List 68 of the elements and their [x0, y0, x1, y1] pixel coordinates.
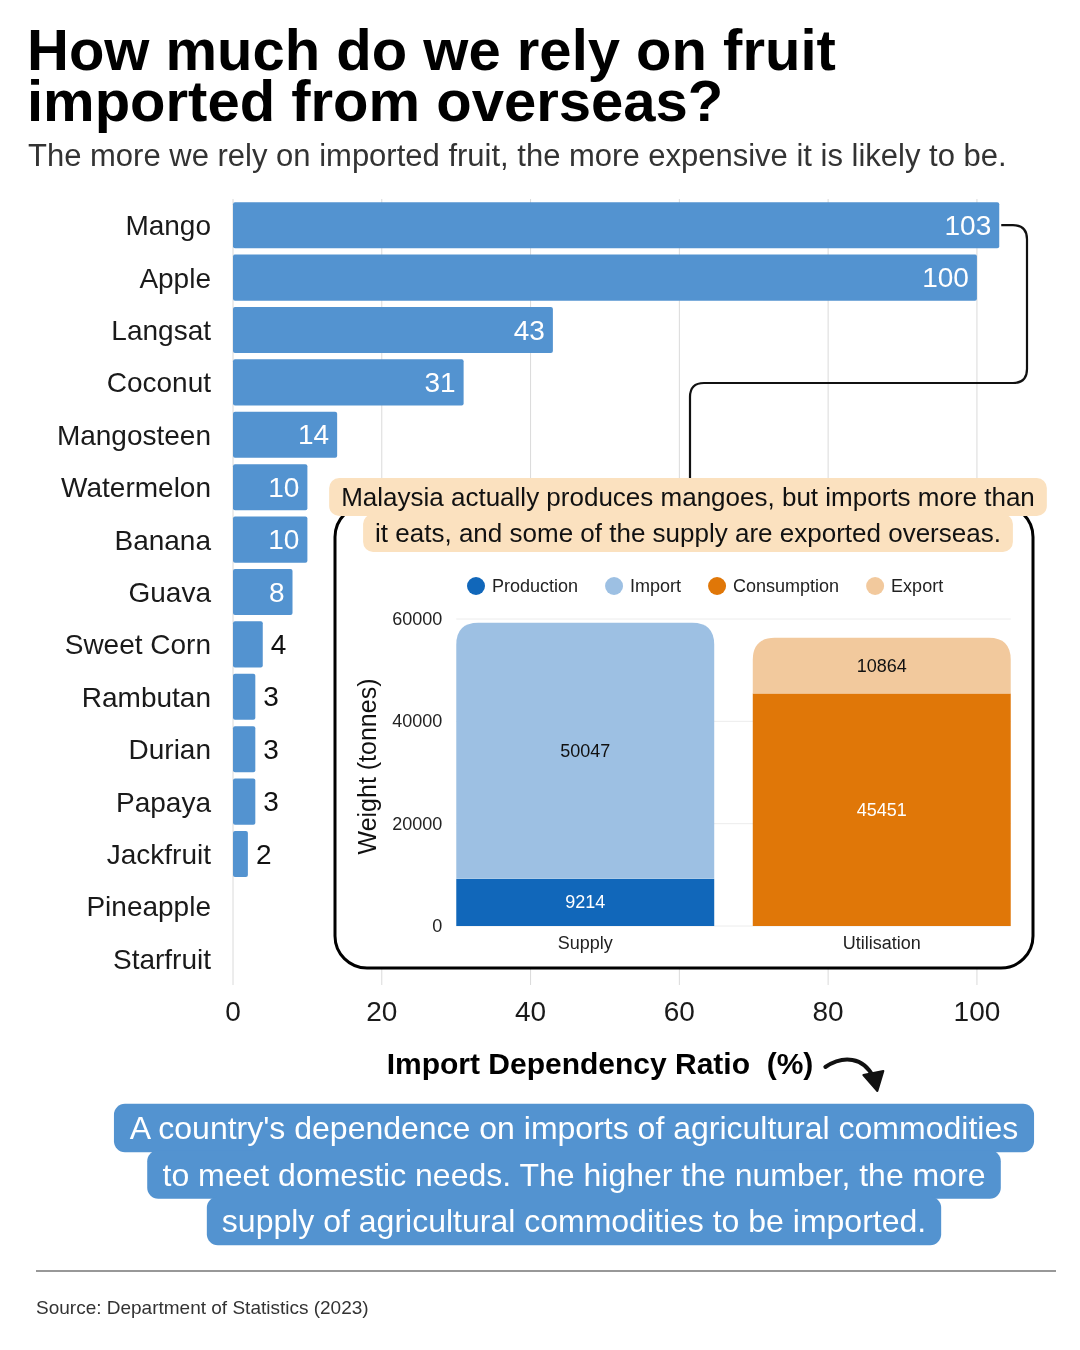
bar — [233, 673, 256, 720]
chart-title: How much do we rely on fruit imported from overseas? — [27, 17, 836, 133]
y-tick-label: Rambutan — [81, 681, 211, 713]
legend-label: Consumption — [733, 576, 840, 596]
y-tick-label: Langsat — [111, 314, 212, 346]
bar — [233, 830, 248, 878]
data-label: 2 — [255, 838, 272, 870]
x-tick-label: 80 — [812, 995, 844, 1027]
x-tick-label: 100 — [953, 995, 1001, 1027]
y-tick-label: 60000 — [392, 609, 443, 629]
y-tick-label: Sweet Corn — [64, 628, 211, 660]
data-label: 3 — [263, 733, 279, 765]
y-tick-label: 0 — [432, 916, 443, 936]
y-tick-label: Watermelon — [61, 471, 211, 503]
data-label: 3 — [263, 681, 279, 713]
x-axis-title: Import Dependency Ratio (%) — [386, 1046, 814, 1080]
bar — [233, 568, 293, 616]
bar — [233, 306, 553, 354]
chart-title: Malaysia actually produces mangoes, but imports more than it eats, and some of the supply are exported overseas. — [341, 482, 1035, 548]
data-label: 50047 — [560, 740, 611, 761]
bar — [233, 411, 338, 458]
data-label: 10 — [268, 524, 300, 556]
y-tick-label: 20000 — [392, 813, 443, 834]
legend-label: Export — [891, 576, 944, 596]
bar — [233, 778, 256, 825]
bar — [233, 359, 464, 406]
y-tick-label: Banana — [114, 524, 212, 556]
data-label: 8 — [268, 576, 285, 608]
data-label: 9214 — [565, 892, 606, 913]
y-tick-label: Starfruit — [112, 943, 212, 975]
bar — [233, 516, 308, 563]
x-tick-label: 40 — [514, 995, 547, 1027]
data-label: 14 — [297, 419, 330, 451]
y-tick-label: Mango — [125, 209, 211, 241]
y-tick-label: Mangosteen — [56, 419, 211, 451]
x-tick-label: 0 — [225, 995, 241, 1027]
data-label: 10864 — [856, 655, 907, 676]
y-axis-title: Weight (tonnes) — [353, 678, 381, 855]
y-tick-label: Coconut — [106, 366, 212, 398]
y-tick-label: Papaya — [116, 786, 212, 818]
x-tick-label: 60 — [663, 995, 695, 1027]
bar — [233, 726, 256, 773]
y-tick-label: Apple — [139, 262, 211, 294]
data-label: 103 — [944, 209, 992, 241]
y-tick-label: 40000 — [392, 711, 443, 732]
data-label: 31 — [424, 366, 456, 398]
data-label: 43 — [513, 314, 545, 346]
bar — [233, 202, 1000, 249]
y-tick-label: Pineapple — [86, 890, 211, 922]
text: A country's dependence on imports of agricultural commodities to meet domestic needs. The higher the number, the more supply of agricultural commodities to be imported. — [129, 1110, 1019, 1239]
chart-subtitle: The more we rely on imported fruit, the more expensive it is likely to be. — [28, 138, 1007, 173]
x-tick-label: Utilisation — [842, 933, 921, 953]
bar — [233, 254, 977, 301]
data-label: 4 — [270, 628, 287, 660]
legend-label: Import — [630, 576, 682, 596]
legend-label: Production — [492, 576, 579, 596]
bar — [233, 621, 263, 668]
x-tick-label: 20 — [366, 995, 398, 1027]
y-tick-label: Durian — [128, 733, 211, 765]
source-note: Source: Department of Statistics (2023) — [36, 1296, 369, 1318]
data-label: 3 — [263, 786, 279, 818]
y-tick-label: Jackfruit — [106, 838, 212, 870]
y-tick-label: Guava — [128, 576, 212, 608]
x-tick-label: Supply — [557, 933, 613, 953]
data-label: 45451 — [856, 799, 907, 820]
data-label: 10 — [268, 471, 300, 503]
data-label: 100 — [922, 262, 969, 294]
bar — [233, 464, 308, 511]
